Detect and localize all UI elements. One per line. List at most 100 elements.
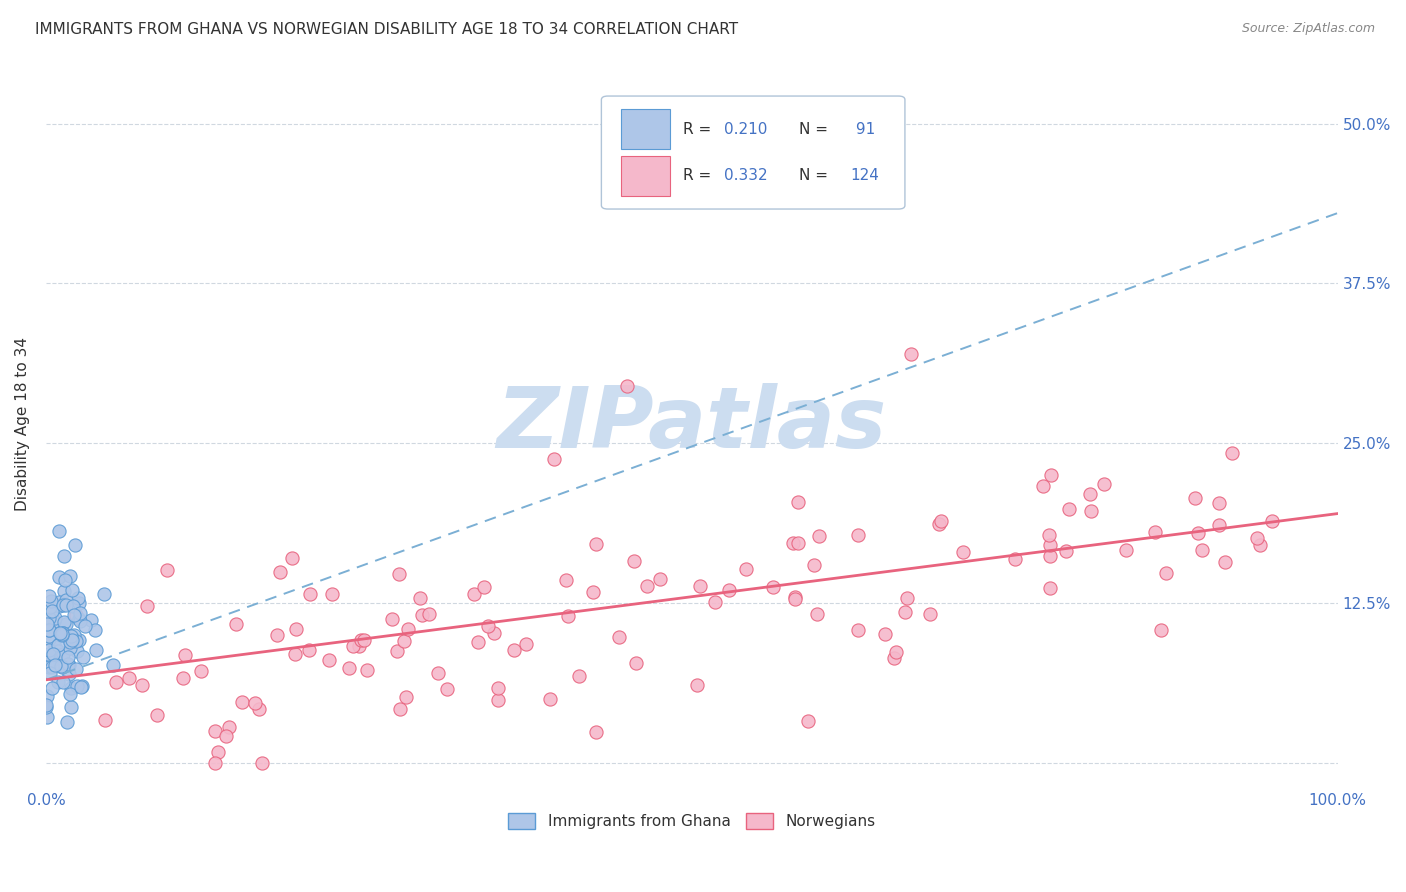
Point [103,658,125,673]
Point [388,566,411,581]
Point [52,599,75,613]
Point [41,660,63,674]
Point [135,599,157,613]
Point [298,643,321,657]
Point [796,714,818,728]
Text: 124: 124 [851,169,880,183]
Point [543,452,565,467]
Point [35,698,58,713]
Point [472,580,495,594]
Text: ZIPatlas: ZIPatlas [496,383,887,466]
Point [884,645,907,659]
Point [51,628,73,642]
Point [1054,543,1077,558]
Point [63,538,86,552]
Point [93,587,115,601]
Point [846,528,869,542]
Point [104,675,127,690]
Point [52,549,75,564]
Point [48,595,70,609]
Point [41,604,63,618]
Point [555,573,578,587]
Point [51,658,73,673]
Point [60,699,83,714]
Point [56,650,79,665]
Text: R =: R = [683,169,716,183]
Point [52,584,75,599]
Point [62,599,84,613]
Point [46,638,69,652]
Point [783,592,806,607]
Point [55,593,77,607]
Point [318,653,340,667]
Point [52,675,75,690]
Point [173,648,195,662]
Point [39,666,62,681]
Point [52,615,75,629]
Point [69,614,91,628]
Point [486,681,509,696]
Point [1213,555,1236,569]
Point [900,347,922,361]
Point [806,607,828,621]
Point [38,623,60,637]
Point [38,632,60,646]
Point [65,633,87,648]
Point [409,591,432,605]
Point [929,514,952,528]
Point [65,633,87,648]
Point [38,599,60,614]
Point [1004,551,1026,566]
Point [568,669,591,683]
Point [387,643,409,657]
Point [52,626,75,640]
Point [381,612,404,626]
Point [735,562,758,576]
Point [783,590,806,604]
Point [894,605,917,619]
Point [392,634,415,648]
Point [48,599,70,613]
Point [623,554,645,568]
Point [190,665,212,679]
Point [636,579,658,593]
Point [1222,446,1244,460]
Point [347,639,370,653]
Point [1080,504,1102,518]
Point [41,681,63,695]
Point [48,524,70,539]
Point [59,687,82,701]
Point [51,660,73,674]
Point [247,701,270,715]
Point [51,627,73,641]
Point [426,666,449,681]
Point [284,648,307,662]
FancyBboxPatch shape [621,156,669,196]
Point [1059,501,1081,516]
Point [46,644,69,658]
Point [477,618,499,632]
Point [952,545,974,559]
Point [356,663,378,677]
Point [67,632,90,647]
Point [48,658,70,673]
Point [918,607,941,621]
Point [1150,624,1173,638]
Point [204,756,226,770]
Point [1191,542,1213,557]
Point [250,756,273,770]
Point [45,643,67,657]
Text: 0.332: 0.332 [724,169,768,183]
Point [63,628,86,642]
Point [59,568,82,582]
Point [44,657,66,672]
Text: R =: R = [683,122,716,136]
Point [515,637,537,651]
Point [585,725,607,739]
Point [67,612,90,626]
FancyBboxPatch shape [602,96,905,209]
Point [60,681,83,695]
Text: N =: N = [799,122,832,136]
Point [46,675,69,690]
Point [321,587,343,601]
